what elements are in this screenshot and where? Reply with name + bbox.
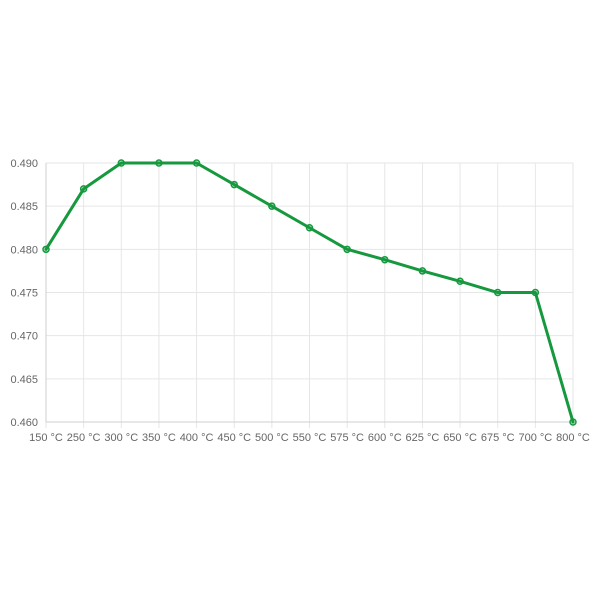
data-point[interactable]: [79, 185, 88, 193]
y-tick-label: 0.465: [10, 374, 38, 386]
data-point[interactable]: [268, 202, 276, 210]
x-tick-label: 700 °C: [518, 432, 552, 444]
x-tick-label: 500 °C: [255, 432, 289, 444]
data-point[interactable]: [42, 245, 50, 254]
x-tick-labels: 150 °C 250 °C 300 °C 350 °C 400 °C 450 °C 500 …: [29, 432, 590, 444]
x-tick-label: 250 °C: [67, 432, 101, 444]
data-point[interactable]: [418, 267, 427, 275]
data-point[interactable]: [381, 255, 389, 264]
x-tick-label: 625 °C: [406, 432, 440, 444]
x-tick-label: 675 °C: [481, 432, 515, 444]
data-point[interactable]: [305, 224, 314, 232]
data-point[interactable]: [117, 159, 126, 167]
y-tick-label: 0.480: [10, 244, 38, 256]
x-tick-label: 400 °C: [180, 432, 214, 444]
grid: [45, 162, 574, 428]
x-tick-label: 600 °C: [368, 432, 402, 444]
data-point[interactable]: [456, 277, 464, 286]
y-tick-label: 0.460: [10, 417, 38, 429]
y-tick-label: 0.490: [10, 158, 38, 170]
x-tick-label: 300 °C: [104, 432, 138, 444]
data-point[interactable]: [155, 159, 163, 167]
y-tick-label: 0.485: [10, 201, 38, 213]
x-tick-label: 550 °C: [293, 432, 327, 444]
data-point[interactable]: [569, 418, 577, 426]
y-tick-label: 0.470: [10, 331, 38, 343]
x-tick-label: 450 °C: [217, 432, 251, 444]
x-tick-label: 150 °C: [29, 432, 63, 444]
series: [42, 159, 577, 426]
y-tick-labels: 0.490 0.485 0.480 0.475 0.470 0.465 0.460: [10, 158, 38, 429]
data-point[interactable]: [531, 288, 540, 297]
data-point[interactable]: [343, 245, 351, 254]
x-tick-label: 350 °C: [142, 432, 176, 444]
data-point[interactable]: [230, 180, 238, 189]
x-tick-label: 800 °C: [556, 432, 590, 444]
y-tick-label: 0.475: [10, 288, 38, 300]
series-line: [44, 161, 575, 424]
x-tick-label: 650 °C: [443, 432, 477, 444]
axes: [45, 163, 573, 423]
data-point[interactable]: [493, 288, 502, 297]
data-point[interactable]: [192, 159, 201, 167]
x-tick-label: 575 °C: [330, 432, 364, 444]
